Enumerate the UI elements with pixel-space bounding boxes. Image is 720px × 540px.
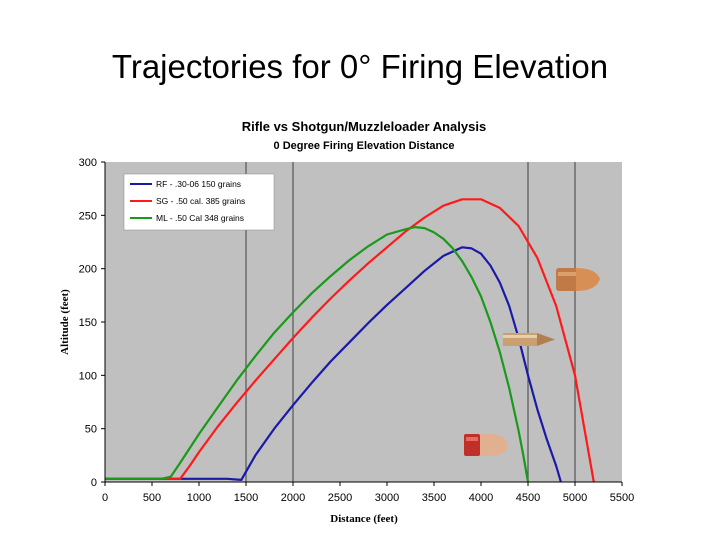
legend-label-1: SG - .50 cal. 385 grains bbox=[156, 196, 245, 206]
x-tick-label-1500: 1500 bbox=[234, 492, 258, 504]
x-tick-label-500: 500 bbox=[143, 492, 161, 504]
x-tick-label-4000: 4000 bbox=[469, 492, 493, 504]
rifle-highlight bbox=[503, 335, 537, 338]
legend-label-0: RF - .30-06 150 grains bbox=[156, 179, 241, 189]
slide-title: Trajectories for 0° Firing Elevation bbox=[111, 48, 609, 85]
y-tick-label-150: 150 bbox=[79, 317, 97, 329]
x-tick-label-2000: 2000 bbox=[281, 492, 305, 504]
x-tick-label-5500: 5500 bbox=[610, 492, 634, 504]
x-tick-label-5000: 5000 bbox=[563, 492, 587, 504]
legend-label-2: ML - .50 Cal 348 grains bbox=[156, 213, 244, 223]
ml-highlight bbox=[466, 437, 478, 441]
y-tick-label-300: 300 bbox=[79, 157, 97, 169]
x-axis-label: Distance (feet) bbox=[330, 513, 398, 525]
slug-highlight bbox=[558, 272, 576, 276]
y-axis-label: Altitude (feet) bbox=[59, 289, 71, 355]
bullet-images bbox=[464, 268, 600, 456]
x-tick-label-3500: 3500 bbox=[422, 492, 446, 504]
rifle-bullet-icon bbox=[503, 333, 555, 346]
series-line-1 bbox=[105, 198, 595, 483]
muzzleloader-bullet-icon bbox=[464, 434, 508, 456]
x-tick-label-1000: 1000 bbox=[187, 492, 211, 504]
series-line-0 bbox=[105, 246, 562, 483]
slug-nose bbox=[576, 268, 600, 291]
x-tick-label-0: 0 bbox=[102, 492, 108, 504]
y-tick-label-100: 100 bbox=[79, 370, 97, 382]
chart-title: Rifle vs Shotgun/Muzzleloader Analysis bbox=[242, 119, 486, 134]
y-tick-label-50: 50 bbox=[85, 424, 97, 436]
chart-subtitle: 0 Degree Firing Elevation Distance bbox=[274, 140, 455, 152]
legend: RF - .30-06 150 grains SG - .50 cal. 385 … bbox=[123, 173, 275, 231]
shotgun-slug-bullet-icon bbox=[556, 268, 600, 291]
x-tick-label-3000: 3000 bbox=[375, 492, 399, 504]
x-tick-label-4500: 4500 bbox=[516, 492, 540, 504]
rifle-tip bbox=[537, 333, 555, 346]
series-line-2 bbox=[105, 226, 530, 483]
y-tick-label-0: 0 bbox=[91, 477, 97, 489]
series-lines bbox=[105, 198, 595, 483]
x-tick-label-2500: 2500 bbox=[328, 492, 352, 504]
y-tick-label-200: 200 bbox=[79, 264, 97, 276]
rifle-casing bbox=[503, 333, 537, 346]
slug-base bbox=[556, 268, 578, 291]
ml-sabot bbox=[478, 434, 508, 456]
y-tick-label-250: 250 bbox=[79, 210, 97, 222]
